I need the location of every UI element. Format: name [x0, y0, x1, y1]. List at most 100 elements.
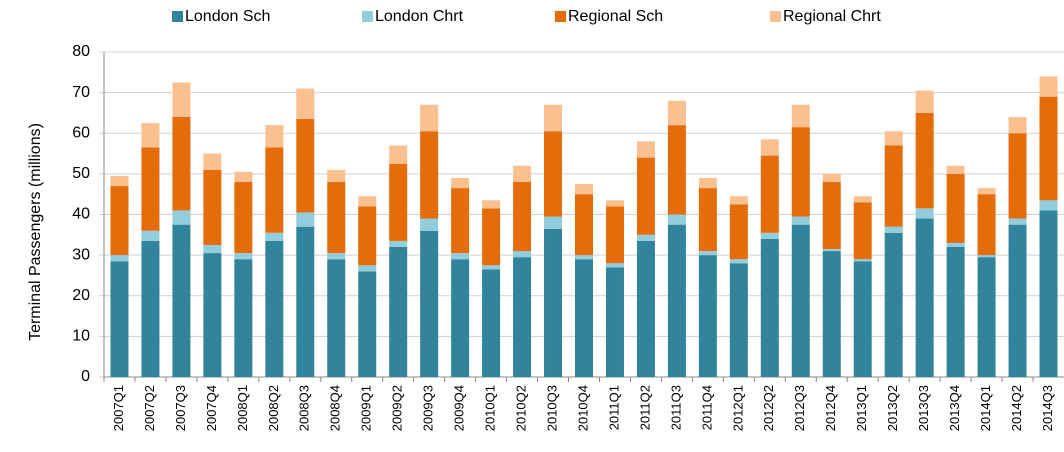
bar-segment [203, 244, 222, 254]
x-tick-label: 2011Q2 [637, 385, 652, 430]
bar-segment [791, 104, 810, 128]
y-tick-label: 10 [72, 328, 90, 345]
bar-segment [203, 153, 222, 170]
bar-segment [265, 240, 284, 377]
legend-label: Regional Chrt [783, 8, 881, 25]
bar-segment [667, 100, 686, 126]
bar-segment [482, 269, 501, 377]
x-tick-label: 2009Q4 [452, 385, 467, 431]
bar-segment [915, 208, 934, 219]
bar-segment [915, 218, 934, 377]
bar-segment [482, 265, 501, 270]
bar-segment [822, 249, 841, 252]
legend-label: London Sch [185, 8, 270, 25]
bar-segment [327, 182, 346, 254]
bar-segment [296, 226, 315, 377]
bar-segment [265, 232, 284, 241]
x-tick-label: 2008Q2 [266, 385, 281, 431]
bar-segment [791, 224, 810, 377]
y-tick-label: 80 [72, 43, 90, 60]
x-tick-label: 2008Q3 [297, 385, 312, 431]
bar-segment [946, 165, 965, 174]
bar-segment [544, 228, 563, 377]
x-tick-label: 2009Q2 [390, 385, 405, 431]
bar-segment [575, 255, 593, 260]
bar-segment [451, 188, 470, 254]
bar-segment [853, 202, 872, 260]
bar-segment [327, 259, 346, 377]
bar-segment [327, 169, 346, 182]
bar-segment [234, 171, 253, 182]
x-tick-label: 2007Q2 [142, 385, 157, 431]
bar-segment [482, 208, 501, 266]
bar-segment [575, 184, 593, 195]
x-tick-label: 2011Q3 [668, 385, 683, 430]
x-tick-label: 2007Q1 [111, 385, 126, 431]
bar-segment [141, 147, 160, 231]
bar-segment [1039, 96, 1058, 201]
bar-segment [946, 173, 965, 243]
bar-segment [1039, 200, 1058, 211]
bar-segment [513, 257, 532, 377]
legend-swatch [362, 11, 373, 22]
bar-segment [234, 182, 253, 254]
bar-segment [296, 212, 315, 227]
y-tick-label: 30 [72, 246, 90, 263]
bar-segment [822, 251, 841, 377]
x-tick-label: 2013Q1 [854, 385, 869, 431]
bar-segment [110, 175, 129, 187]
bar-segment [915, 90, 934, 113]
x-tick-label: 2012Q1 [730, 385, 745, 431]
x-tick-label: 2014Q2 [1009, 385, 1024, 431]
x-tick-label: 2010Q2 [514, 385, 529, 431]
x-tick-label: 2009Q1 [359, 385, 374, 431]
bar-segment [203, 169, 222, 245]
bar-segment [513, 182, 532, 252]
bar-segment [172, 224, 191, 377]
bar-segment [915, 112, 934, 209]
bar-segment [110, 186, 129, 256]
bar-segment [575, 259, 593, 377]
bar-segment [853, 196, 872, 203]
bar-segment [234, 253, 253, 260]
y-tick-label: 70 [72, 84, 90, 101]
bar-segment [544, 104, 563, 132]
bar-segment [234, 259, 253, 377]
bar-segment [575, 194, 593, 256]
bar-segment [358, 206, 377, 266]
x-tick-label: 2014Q3 [1040, 385, 1055, 431]
bar-segment [729, 259, 748, 264]
bar-segment [636, 157, 655, 235]
bar-segment [110, 261, 129, 377]
bar-segment [791, 216, 810, 225]
x-tick-label: 2007Q4 [204, 385, 219, 431]
x-tick-label: 2011Q1 [606, 385, 621, 430]
x-tick-label: 2007Q3 [173, 385, 188, 431]
bar-segment [946, 247, 965, 377]
bar-segment [203, 253, 222, 377]
bar-segment [172, 210, 191, 225]
bar-segment [605, 263, 624, 268]
bar-segment [358, 265, 377, 272]
bar-segment [884, 145, 903, 227]
bar-segment [358, 196, 377, 207]
bar-segment [977, 257, 996, 377]
bar-segment [698, 255, 717, 377]
bar-segment [977, 194, 996, 256]
y-tick-label: 0 [81, 368, 90, 385]
bar-segment [389, 145, 408, 164]
bar-segment [513, 251, 532, 258]
bar-segment [141, 240, 160, 377]
bar-segment [853, 259, 872, 262]
bar-segment [667, 224, 686, 377]
legend-label: London Chrt [375, 8, 464, 25]
bar-segment [141, 230, 160, 241]
bar-segment [420, 230, 439, 377]
bar-segment [172, 82, 191, 117]
bar-segment [1008, 133, 1027, 219]
x-tick-label: 2010Q4 [575, 385, 590, 431]
y-tick-label: 50 [72, 165, 90, 182]
bar-segment [729, 263, 748, 377]
